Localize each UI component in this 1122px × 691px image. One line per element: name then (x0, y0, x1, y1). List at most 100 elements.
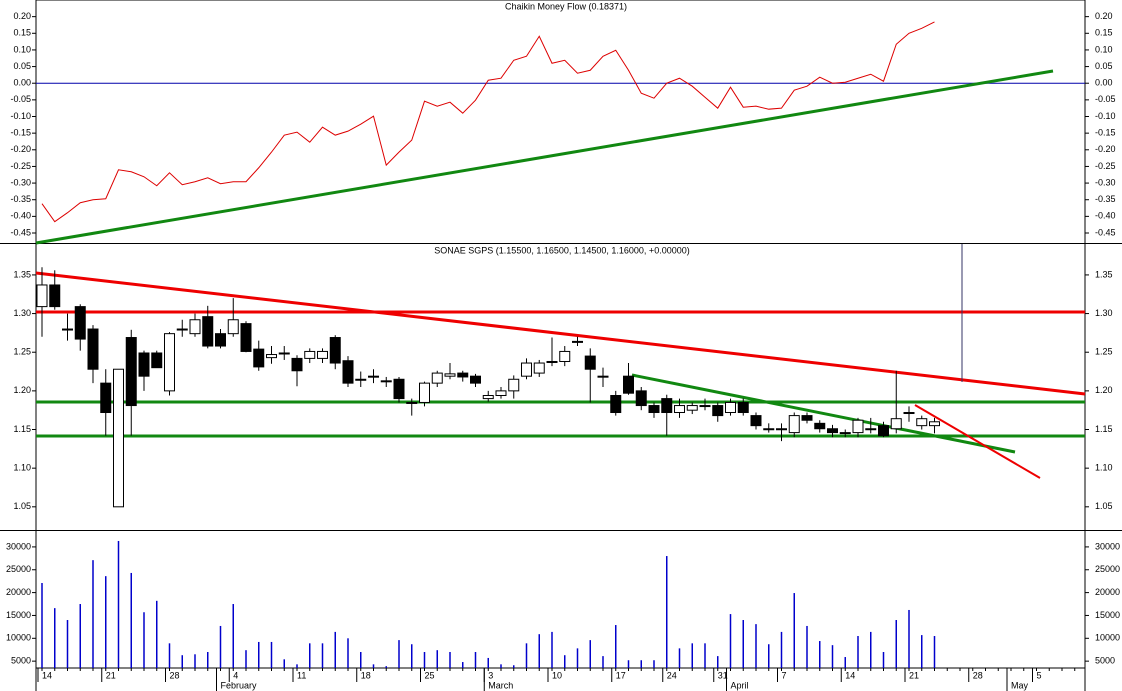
candle-body (482, 395, 494, 400)
volume-bar (296, 664, 298, 668)
candle-body (801, 415, 813, 421)
volume-bar (130, 572, 132, 668)
volume-bar (576, 648, 579, 668)
candle-body (495, 390, 507, 397)
candle-body (419, 382, 430, 403)
volume-bar (283, 659, 285, 668)
y-tick-label: 0.10 (1095, 44, 1113, 54)
candle-body (227, 319, 239, 335)
y-tick-label: 30000 (1095, 541, 1120, 551)
volume-bar (844, 657, 846, 668)
y-tick-label: -0.20 (10, 144, 31, 154)
volume-bar (653, 660, 655, 668)
x-tick-label: 31 (718, 670, 728, 680)
candle-body (903, 412, 915, 415)
volume-bar (525, 643, 528, 668)
volume-bar (615, 625, 617, 668)
candle-body (74, 306, 86, 340)
volume-bar (933, 636, 936, 668)
volume-bar (602, 656, 604, 668)
y-tick-label: -0.45 (10, 227, 31, 237)
x-tick-label: 21 (909, 670, 919, 680)
candle-body (674, 405, 685, 414)
volume-bar (895, 620, 897, 668)
volume-bar (194, 654, 196, 668)
x-tick-label: 28 (973, 670, 983, 680)
candle-body (890, 418, 902, 430)
volume-bar (79, 604, 81, 668)
trend-line (35, 69, 1054, 245)
volume-bar (564, 655, 566, 668)
candle-body (470, 375, 481, 384)
volume-bar (921, 635, 923, 668)
volume-bar (423, 652, 426, 668)
candle-body (36, 284, 48, 308)
volume-bar (309, 643, 311, 668)
trend-line (631, 373, 1016, 454)
candle-body (176, 328, 188, 331)
y-tick-label: 1.35 (1095, 269, 1113, 279)
candle-body (291, 357, 303, 372)
y-tick-label: 1.05 (1095, 501, 1113, 511)
candle-body (125, 337, 137, 407)
candle-body (151, 352, 163, 369)
candle-body (635, 390, 647, 407)
y-tick-label: -0.45 (1095, 227, 1116, 237)
y-tick-label: 30000 (6, 541, 31, 551)
candle-body (814, 422, 826, 430)
candle-body (189, 319, 201, 335)
y-tick-label: 1.20 (13, 385, 31, 395)
y-tick-label: 25000 (1095, 564, 1120, 574)
y-tick-label: -0.20 (1095, 144, 1116, 154)
candle-body (750, 415, 762, 427)
volume-bar (41, 583, 43, 668)
x-tick-label: 24 (667, 670, 677, 680)
volume-bar (334, 631, 336, 668)
x-tick-label: 14 (845, 670, 855, 680)
y-tick-label: 1.30 (13, 308, 31, 318)
x-tick-label: 5 (1037, 670, 1042, 680)
volume-bar (793, 593, 795, 668)
trend-line (35, 271, 1086, 396)
y-tick-label: 20000 (1095, 587, 1120, 597)
volume-bar (245, 650, 247, 668)
volume-bar (857, 636, 859, 668)
y-tick-label: -0.40 (1095, 211, 1116, 221)
x-tick-label: 25 (425, 670, 435, 680)
candle-body (584, 355, 596, 370)
candle-body (393, 378, 405, 400)
candle-body (839, 432, 851, 435)
y-tick-label: -0.15 (1095, 128, 1116, 138)
volume-bar (870, 631, 872, 668)
candle-body (431, 372, 443, 384)
candle-body (406, 401, 418, 404)
y-tick-label: -0.25 (1095, 161, 1116, 171)
volume-bar (640, 660, 642, 668)
volume-bar (168, 643, 171, 668)
y-tick-label: 1.10 (1095, 463, 1113, 473)
x-tick-label: 3 (488, 670, 493, 680)
volume-bar (704, 643, 706, 668)
volume-bar (729, 614, 732, 668)
volume-bar (321, 643, 324, 668)
x-tick-label: 10 (552, 670, 562, 680)
y-tick-label: -0.15 (10, 128, 31, 138)
y-tick-label: -0.40 (10, 211, 31, 221)
month-label: February (221, 680, 258, 690)
y-tick-label: 1.25 (1095, 347, 1113, 357)
candle-body (763, 428, 775, 431)
candle-body (610, 395, 622, 414)
month-label: May (1011, 680, 1029, 690)
volume-bar (385, 666, 387, 668)
candle-body (686, 405, 698, 411)
volume-bar (474, 652, 477, 668)
trend-line (914, 404, 1041, 479)
y-tick-label: 1.25 (13, 347, 31, 357)
candle-body (572, 340, 583, 343)
x-tick-label: 21 (106, 670, 116, 680)
y-tick-label: 0.00 (13, 78, 31, 88)
y-tick-label: 15000 (1095, 610, 1120, 620)
y-tick-label: 5000 (11, 656, 31, 666)
volume-bar (513, 665, 515, 668)
volume-bar (589, 640, 591, 668)
